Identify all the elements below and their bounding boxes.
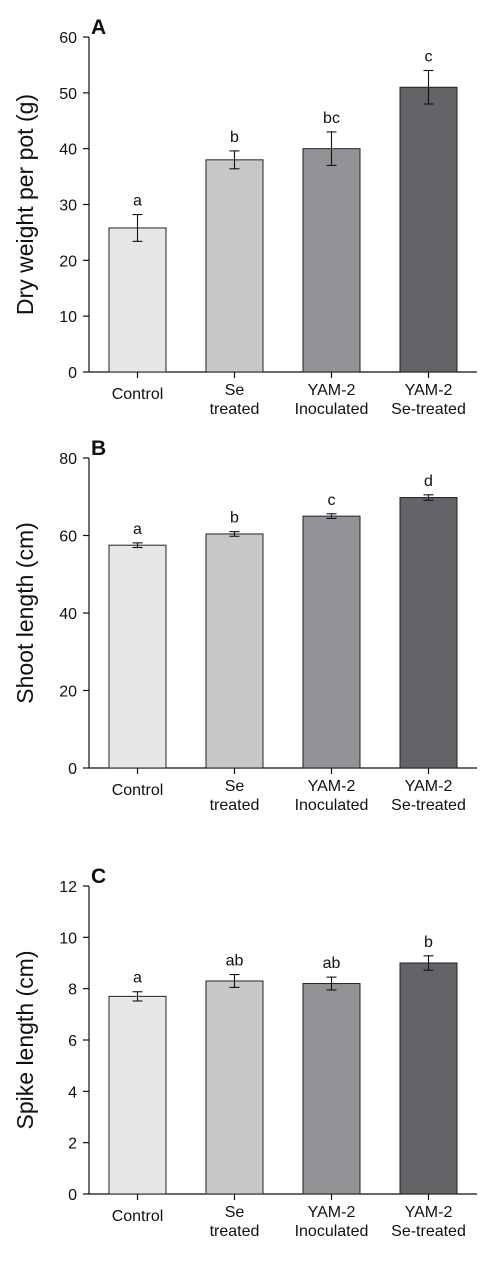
panel-label: B — [91, 437, 106, 460]
x-tick-label-line: Se — [225, 778, 245, 795]
significance-letter: a — [133, 970, 142, 987]
significance-letter: a — [133, 521, 142, 538]
bar — [108, 227, 167, 373]
bar — [399, 497, 458, 769]
x-tick-label: Se treated — [210, 778, 260, 814]
y-tick-label: 0 — [68, 365, 77, 382]
bar — [108, 544, 167, 769]
bar — [205, 980, 264, 1195]
significance-letter: d — [424, 473, 433, 490]
y-tick-label: 0 — [68, 761, 77, 778]
significance-letter: bc — [323, 110, 340, 127]
x-tick-label: Control — [112, 1208, 164, 1225]
y-tick-label: 2 — [68, 1136, 77, 1153]
y-axis-title: Spike length (cm) — [12, 951, 38, 1130]
bar — [302, 515, 361, 769]
x-tick-label: YAM-2 Se-treated — [391, 778, 466, 814]
panel-B: B 0 20 40 60 80 Shoot length (cm) a Control b Se tr… — [12, 437, 477, 814]
y-tick-label: 30 — [59, 198, 77, 215]
y-tick-label: 8 — [68, 982, 77, 999]
y-tick-label: 12 — [59, 879, 77, 896]
x-tick-label: YAM-2 Inoculated — [295, 382, 369, 418]
significance-letter: a — [133, 193, 142, 210]
y-tick-label: 0 — [68, 1187, 77, 1204]
y-tick-label: 50 — [59, 86, 77, 103]
significance-letter: ab — [226, 953, 244, 970]
significance-letter: c — [425, 49, 433, 66]
x-tick-label: YAM-2 Inoculated — [295, 1204, 369, 1240]
y-tick-label: 10 — [59, 309, 77, 326]
bar — [108, 995, 167, 1195]
x-tick-label-line: Control — [112, 782, 164, 799]
panel-label: C — [91, 865, 106, 888]
panel-C: C 0 2 4 6 8 10 12 Spike length (cm) a Control ab Se t… — [12, 865, 477, 1240]
x-tick-label-line: YAM-2 — [405, 778, 453, 795]
y-tick-label: 4 — [68, 1084, 77, 1101]
y-tick-label: 20 — [59, 253, 77, 270]
significance-letter: b — [424, 934, 433, 951]
y-tick-label: 40 — [59, 606, 77, 623]
x-tick-label-line: YAM-2 — [405, 1204, 453, 1221]
x-tick-label-line: Inoculated — [295, 797, 369, 814]
bar — [302, 148, 361, 373]
bar — [302, 983, 361, 1195]
y-tick-label: 40 — [59, 142, 77, 159]
x-tick-label-line: treated — [210, 797, 260, 814]
y-axis-title: Shoot length (cm) — [12, 522, 38, 704]
x-tick-label-line: Se-treated — [391, 401, 466, 418]
x-tick-label: YAM-2 Se-treated — [391, 382, 466, 418]
y-tick-label: 6 — [68, 1033, 77, 1050]
panel-label: A — [91, 16, 106, 39]
x-tick-label-line: Se-treated — [391, 1223, 466, 1240]
x-tick-label-line: YAM-2 — [308, 778, 356, 795]
x-tick-label-line: Inoculated — [295, 1223, 369, 1240]
x-tick-label: Se treated — [210, 382, 260, 418]
x-tick-label-line: YAM-2 — [308, 1204, 356, 1221]
x-tick-label-line: YAM-2 — [405, 382, 453, 399]
y-tick-label: 60 — [59, 30, 77, 47]
x-tick-label: Control — [112, 782, 164, 799]
y-axis-title: Dry weight per pot (g) — [12, 94, 38, 315]
significance-letter: ab — [323, 955, 341, 972]
y-tick-label: 10 — [59, 930, 77, 947]
x-tick-label-line: YAM-2 — [308, 382, 356, 399]
significance-letter: b — [230, 129, 239, 146]
x-tick-label: Se treated — [210, 1204, 260, 1240]
x-tick-label: Control — [112, 386, 164, 403]
x-tick-label-line: Inoculated — [295, 401, 369, 418]
bar — [399, 962, 458, 1195]
bar — [399, 86, 458, 373]
x-tick-label-line: treated — [210, 401, 260, 418]
y-tick-label: 60 — [59, 529, 77, 546]
x-tick-label-line: treated — [210, 1223, 260, 1240]
x-tick-label-line: Control — [112, 386, 164, 403]
x-tick-label-line: Se-treated — [391, 797, 466, 814]
x-tick-label: YAM-2 Se-treated — [391, 1204, 466, 1240]
bar — [205, 533, 264, 769]
x-tick-label-line: Se — [225, 382, 245, 399]
x-tick-label-line: Control — [112, 1208, 164, 1225]
x-tick-label: YAM-2 Inoculated — [295, 778, 369, 814]
y-tick-label: 20 — [59, 684, 77, 701]
bar — [205, 159, 264, 373]
panel-A: A 0 10 20 30 40 50 60 Dry weight per pot (g) a Con… — [12, 16, 477, 418]
significance-letter: b — [230, 510, 239, 527]
x-tick-label-line: Se — [225, 1204, 245, 1221]
y-tick-label: 80 — [59, 451, 77, 468]
significance-letter: c — [328, 492, 336, 509]
